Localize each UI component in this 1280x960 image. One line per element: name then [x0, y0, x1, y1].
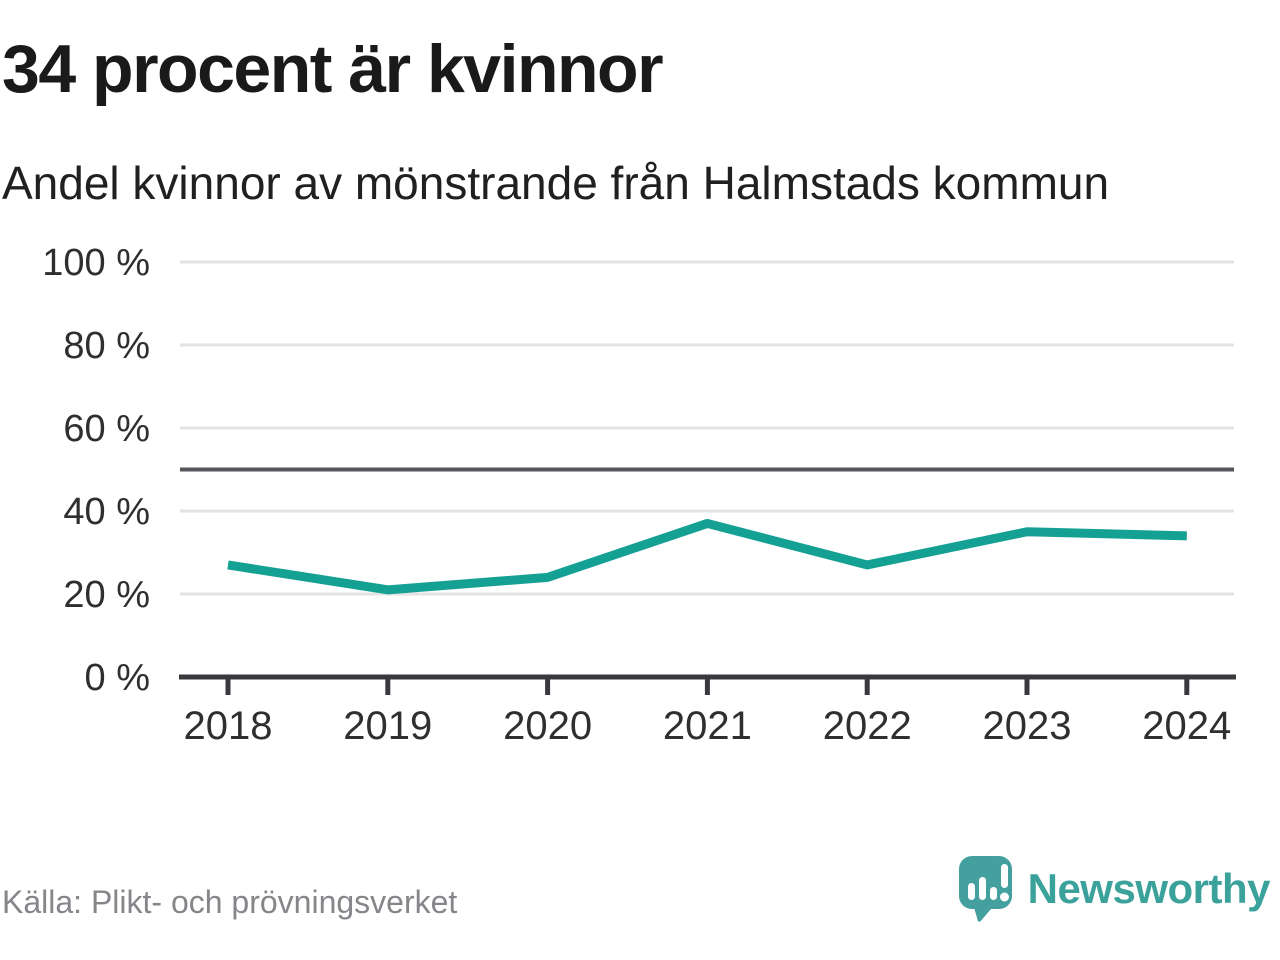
x-axis-label-2024: 2024	[1142, 704, 1231, 748]
x-axis-label-2019: 2019	[343, 704, 432, 748]
chart-title: 34 procent är kvinnor	[2, 31, 664, 107]
exclamation-stroke	[1000, 864, 1008, 888]
bar-2	[978, 877, 986, 900]
y-axis-label-100: 100 %	[42, 242, 150, 284]
bar-1	[967, 883, 975, 900]
newsworthy-wordmark: Newsworthy	[1027, 865, 1271, 912]
x-axis-label-2018: 2018	[184, 704, 273, 748]
exclamation-dot	[999, 892, 1009, 902]
newsworthy-speech-bubble-bar-chart-icon	[958, 856, 1012, 922]
bar-3	[989, 887, 997, 900]
newsworthy-logo: Newsworthy	[958, 856, 1271, 922]
chart-subtitle: Andel kvinnor av mönstrande från Halmsta…	[2, 157, 1110, 209]
y-axis-label-80: 80 %	[63, 325, 150, 367]
source-caption: Källa: Plikt- och prövningsverket	[2, 884, 458, 920]
series-line	[227, 518, 1187, 595]
y-axis-label-20: 20 %	[63, 574, 150, 616]
x-axis-label-2022: 2022	[823, 704, 912, 748]
y-axis-label-60: 60 %	[63, 408, 150, 450]
y-axis-label-0: 0 %	[85, 657, 150, 699]
x-axis-label-2023: 2023	[983, 704, 1072, 748]
x-axis-label-2020: 2020	[503, 704, 592, 748]
x-axis-label-2021: 2021	[663, 704, 752, 748]
y-axis-label-40: 40 %	[63, 491, 150, 533]
